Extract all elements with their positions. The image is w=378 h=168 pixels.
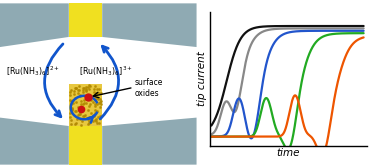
Polygon shape [69, 126, 102, 165]
Polygon shape [69, 3, 102, 37]
Polygon shape [102, 118, 197, 165]
Text: surface: surface [135, 77, 163, 87]
Text: $[\mathrm{Ru(NH_3)_6}]^{3+}$: $[\mathrm{Ru(NH_3)_6}]^{3+}$ [79, 64, 132, 77]
Y-axis label: tip current: tip current [197, 52, 207, 106]
X-axis label: time: time [276, 148, 300, 158]
Polygon shape [0, 3, 69, 47]
Text: $[\mathrm{Ru(NH_3)_6}]^{2+}$: $[\mathrm{Ru(NH_3)_6}]^{2+}$ [6, 64, 60, 77]
Polygon shape [69, 84, 102, 126]
Text: oxides: oxides [135, 89, 159, 98]
Polygon shape [102, 3, 197, 47]
Polygon shape [0, 118, 69, 165]
